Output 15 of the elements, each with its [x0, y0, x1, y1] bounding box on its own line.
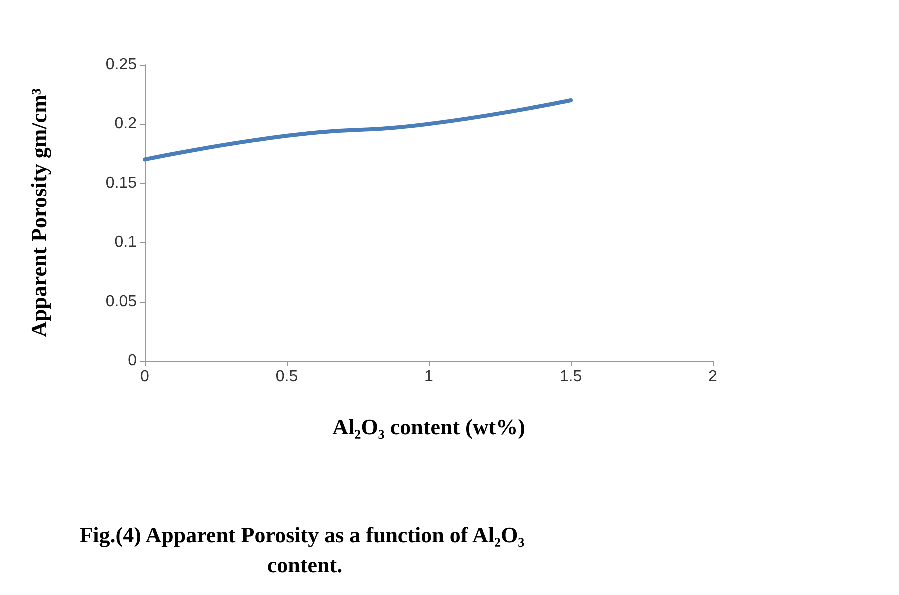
- y-tick-label: 0: [128, 352, 138, 370]
- line-series: [143, 98, 573, 162]
- x-tick-label: 0.5: [276, 368, 298, 386]
- x-axis-title: Al₂O₃ content (wt%): [332, 414, 526, 440]
- x-tick-label: 1: [424, 368, 434, 386]
- y-tick-label: 0.05: [106, 293, 138, 310]
- x-tick-label: 2: [708, 368, 718, 386]
- text: Fig.(4) Apparent Porosity as a function of Al₂O₃ content.: [80, 522, 530, 578]
- x-tick-label: 1.5: [560, 368, 582, 386]
- y-tick-label: 0.25: [106, 56, 138, 74]
- x-tick-label: 0: [140, 368, 150, 386]
- y-tick-label: 0.15: [106, 174, 138, 192]
- y-tick-label: 0.1: [114, 234, 138, 252]
- y-tick-label: 0.2: [114, 116, 138, 133]
- y-axis-title: Apparent Porosity gm/cm³: [26, 88, 52, 338]
